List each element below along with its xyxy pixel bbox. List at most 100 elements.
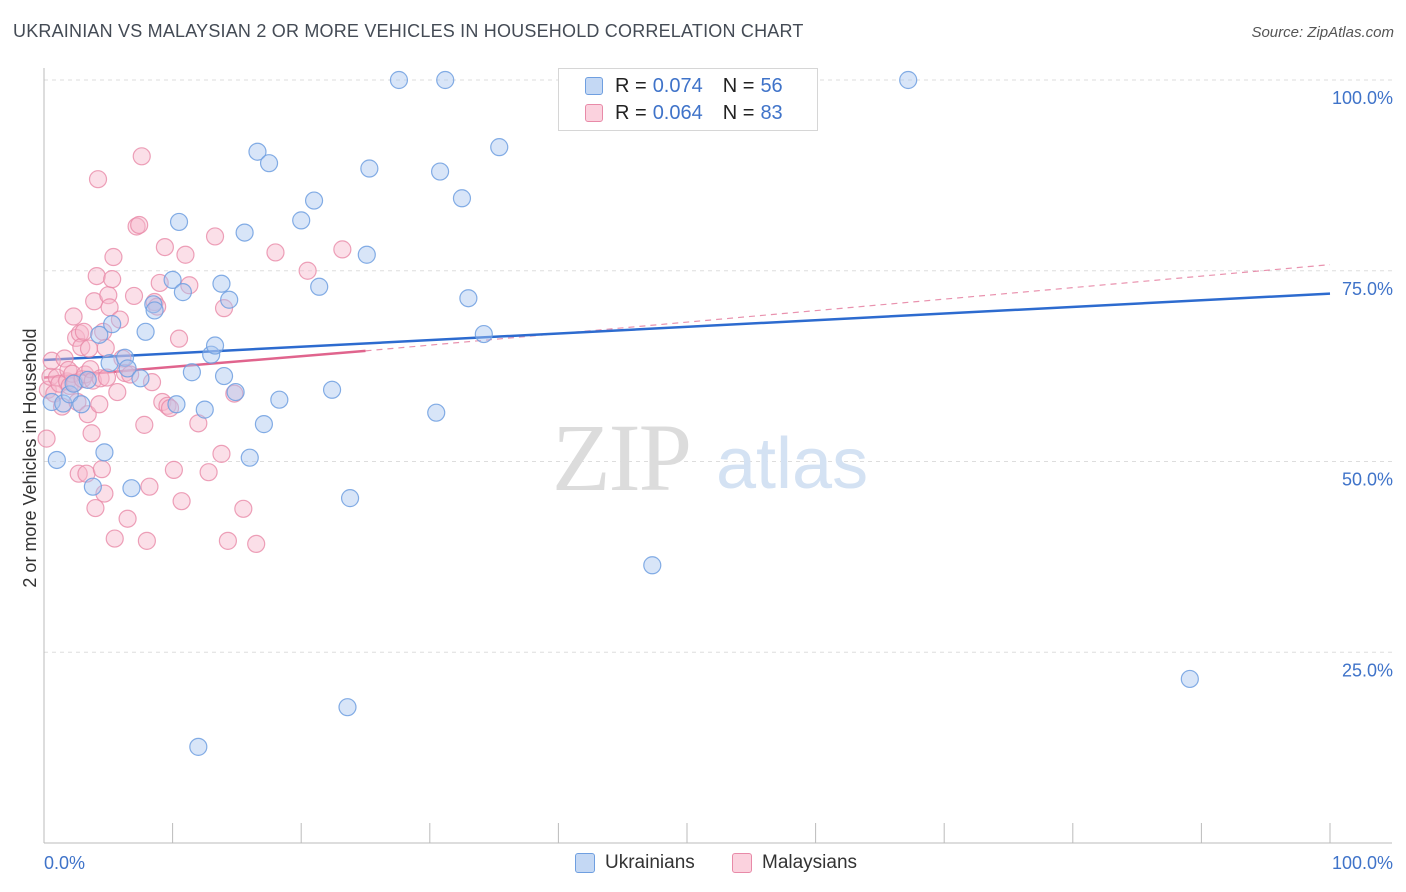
series-legend-ukrainians[interactable]: Ukrainians bbox=[575, 852, 695, 874]
ukrainians-point bbox=[310, 277, 329, 296]
ukrainians-point bbox=[122, 479, 141, 498]
chart-title: UKRAINIAN VS MALAYSIAN 2 OR MORE VEHICLE… bbox=[13, 21, 804, 41]
ukrainians-points bbox=[42, 70, 1199, 756]
ukrainians-point bbox=[357, 245, 376, 264]
malaysians-point bbox=[180, 276, 199, 295]
ukrainians-point bbox=[83, 477, 102, 496]
malaysians-point bbox=[137, 531, 156, 550]
ukrainians-point bbox=[254, 415, 274, 434]
watermark-zip: ZIP bbox=[552, 404, 690, 511]
ukrainians-point bbox=[202, 345, 221, 364]
ukrainians-point bbox=[182, 363, 201, 382]
malaysians-point bbox=[176, 245, 195, 264]
malaysians-point bbox=[72, 337, 91, 357]
malaysians-point bbox=[74, 322, 93, 341]
ukrainians-point bbox=[167, 395, 186, 414]
malaysians-point bbox=[95, 484, 114, 503]
legend-swatch-blue bbox=[585, 77, 603, 95]
ukrainians-point bbox=[427, 403, 446, 422]
y-tick-label: 50.0% bbox=[1342, 470, 1393, 490]
ukrainians-point bbox=[195, 400, 214, 419]
malaysians-point bbox=[69, 464, 88, 483]
ukrainians-point bbox=[64, 374, 83, 393]
ukrainians-point bbox=[118, 359, 137, 378]
chart-source: Source: ZipAtlas.com bbox=[1251, 24, 1394, 41]
malaysians-point bbox=[82, 424, 101, 443]
malaysians-point bbox=[104, 247, 123, 267]
ukrainians-point bbox=[430, 162, 450, 181]
legend-row-malaysians: R = 0.064 N = 83 bbox=[585, 101, 783, 125]
malaysians-point bbox=[199, 463, 218, 482]
malaysians-point bbox=[135, 415, 154, 434]
malaysians-points bbox=[37, 147, 352, 554]
ukrainians-point bbox=[173, 283, 192, 302]
ukrainians-point bbox=[54, 394, 73, 413]
ukrainians-point bbox=[304, 191, 324, 210]
malaysians-point bbox=[88, 170, 108, 189]
ukrainians-point bbox=[169, 212, 189, 232]
ukrainians-point bbox=[270, 390, 289, 409]
ukrainians-point bbox=[131, 369, 150, 388]
ukrainians-point bbox=[474, 324, 493, 344]
ukrainians-point bbox=[78, 370, 97, 389]
malaysians-point bbox=[142, 373, 162, 392]
series-swatch-blue bbox=[575, 853, 595, 873]
ukrainians-point bbox=[90, 325, 109, 344]
ukrainians-point bbox=[226, 382, 245, 402]
ukrainians-point bbox=[340, 489, 360, 508]
legend-swatch-pink bbox=[585, 104, 603, 122]
ukrainians-point bbox=[214, 366, 234, 386]
ukrainians-trend-line bbox=[43, 292, 1331, 362]
grid-layer bbox=[44, 79, 1392, 653]
malaysians-point bbox=[78, 405, 97, 424]
ukrainians-point bbox=[436, 70, 455, 90]
malaysians-point bbox=[140, 477, 159, 496]
ukrainians-point bbox=[452, 189, 472, 208]
malaysians-point bbox=[234, 499, 253, 518]
x-tick-label: 100.0% bbox=[1332, 853, 1393, 873]
malaysians-point bbox=[212, 444, 231, 463]
ukrainians-point bbox=[220, 290, 239, 309]
malaysians-point bbox=[298, 261, 317, 280]
series-legend-label: Malaysians bbox=[762, 852, 858, 873]
ukrainians-point bbox=[212, 274, 231, 293]
ukrainians-point bbox=[248, 142, 267, 161]
ukrainians-point bbox=[490, 138, 509, 157]
ukrainians-point bbox=[144, 295, 163, 314]
ukrainians-point bbox=[235, 223, 254, 242]
ukrainians-point bbox=[205, 336, 225, 355]
legend-n-label: N = bbox=[722, 74, 755, 97]
ukrainians-point bbox=[259, 154, 279, 173]
ukrainians-point bbox=[136, 322, 155, 341]
malaysians-point bbox=[37, 429, 56, 448]
ukrainians-point bbox=[240, 448, 259, 467]
ukrainians-point bbox=[72, 395, 91, 414]
series-swatch-pink bbox=[732, 853, 752, 873]
malaysians-point bbox=[97, 368, 117, 387]
ukrainians-point bbox=[145, 301, 164, 320]
ukrainians-point bbox=[189, 737, 208, 756]
ukrainians-point bbox=[47, 450, 66, 470]
correlation-legend: R = 0.074 N = 56 R = 0.064 N = 83 bbox=[558, 68, 818, 131]
ukrainians-point bbox=[338, 698, 357, 717]
ukrainians-point bbox=[292, 211, 311, 230]
malaysians-point bbox=[247, 534, 266, 554]
malaysians-point bbox=[158, 396, 177, 415]
malaysians-point bbox=[205, 227, 225, 246]
y-tick-label: 25.0% bbox=[1342, 660, 1393, 680]
legend-n-value: 83 bbox=[760, 101, 783, 124]
ukrainians-point bbox=[163, 270, 182, 290]
malaysians-point bbox=[266, 243, 285, 262]
malaysians-point bbox=[55, 349, 74, 368]
ukrainians-point bbox=[103, 315, 122, 334]
series-legend-malaysians[interactable]: Malaysians bbox=[732, 852, 857, 874]
malaysians-point bbox=[169, 329, 189, 348]
legend-r-value: 0.074 bbox=[652, 74, 703, 97]
axis-layer bbox=[43, 68, 1392, 844]
trend-layer bbox=[43, 264, 1331, 379]
ukrainians-point bbox=[643, 556, 662, 575]
ukrainians-point bbox=[459, 289, 478, 308]
ukrainians-point bbox=[115, 348, 135, 367]
malaysians-point bbox=[90, 395, 109, 414]
